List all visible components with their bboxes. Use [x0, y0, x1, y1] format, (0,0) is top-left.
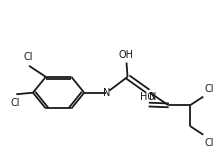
Text: HO: HO	[140, 92, 155, 102]
Text: Cl: Cl	[204, 84, 214, 94]
Text: N: N	[103, 88, 110, 98]
Text: OH: OH	[119, 50, 134, 60]
Text: Cl: Cl	[204, 138, 214, 148]
Text: N: N	[149, 92, 156, 102]
Text: Cl: Cl	[10, 98, 20, 108]
Text: Cl: Cl	[23, 52, 33, 62]
